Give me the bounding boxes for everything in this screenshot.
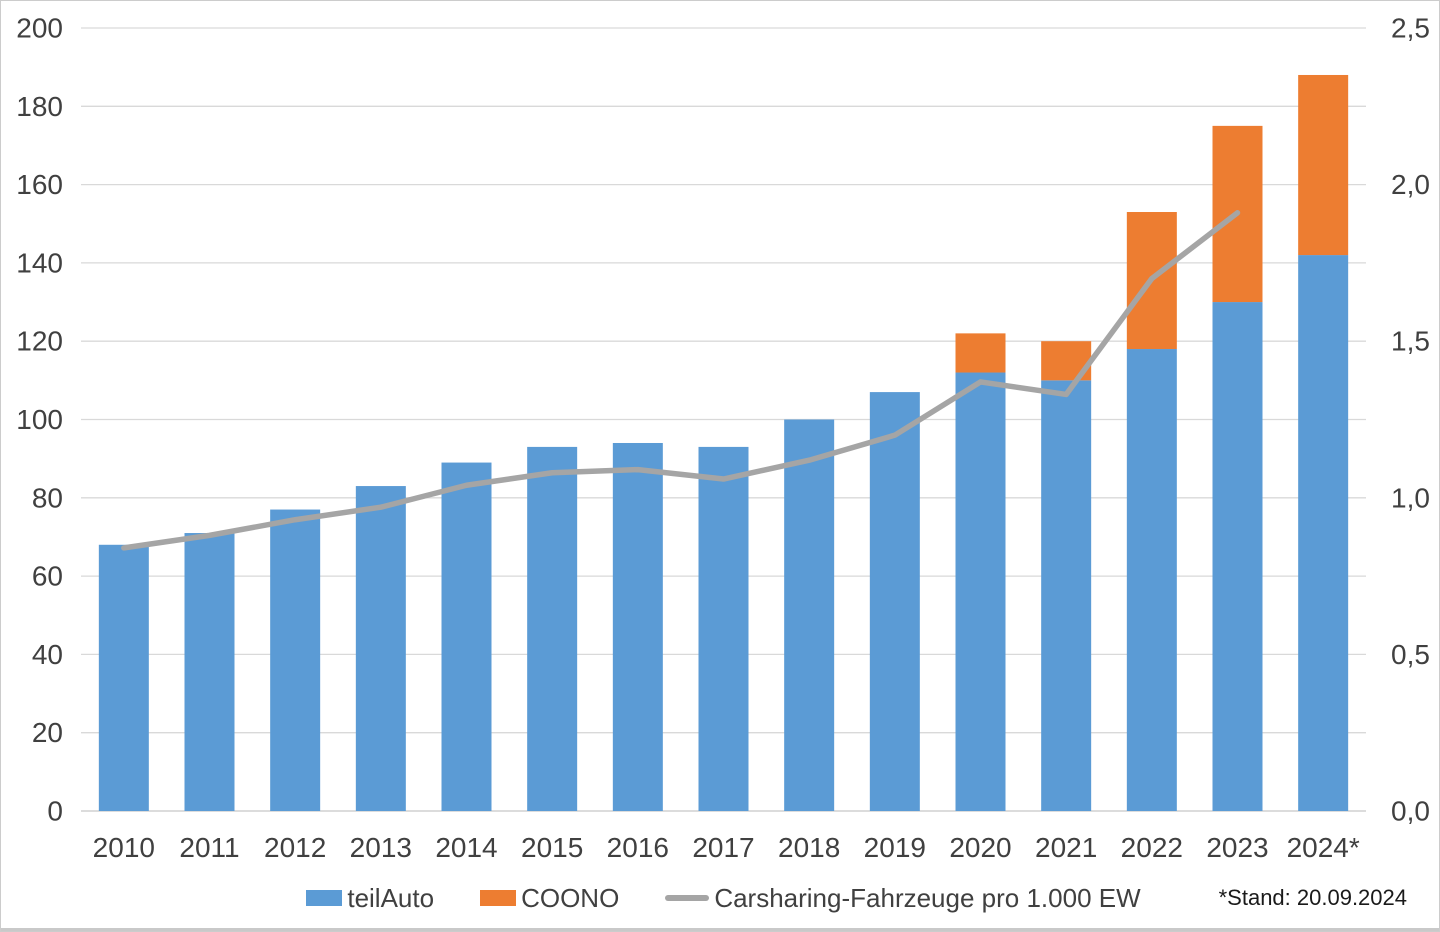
x-axis-label-2012: 2012	[264, 832, 326, 863]
teilauto-bar-2018	[784, 419, 835, 811]
legend-label-line: Carsharing-Fahrzeuge pro 1.000 EW	[714, 883, 1141, 913]
left-axis-label-140: 140	[16, 247, 63, 278]
legend-item-teilauto: teilAuto	[306, 885, 434, 911]
teilauto-bar-2012	[270, 509, 321, 811]
right-axis-label-0,5: 0,5	[1391, 639, 1430, 670]
x-axis-label-2020: 2020	[949, 832, 1011, 863]
teilauto-bar-2021	[1041, 380, 1092, 811]
legend: teilAuto COONO Carsharing-Fahrzeuge pro …	[81, 880, 1366, 916]
teilauto-bar-2013	[355, 486, 406, 811]
x-axis-label-2024: 2024*	[1287, 832, 1360, 863]
left-axis-label-80: 80	[32, 482, 63, 513]
legend-label-coono: COONO	[521, 883, 620, 913]
teilauto-bar-2022	[1126, 349, 1177, 811]
footnote-stand-date: *Stand: 20.09.2024	[1218, 885, 1407, 910]
teilauto-swatch-icon	[306, 890, 343, 906]
teilauto-bar-2014	[441, 462, 492, 811]
right-axis-label-2,0: 2,0	[1391, 169, 1430, 200]
teilauto-bar-2024	[1298, 255, 1349, 811]
left-axis-label-180: 180	[16, 91, 63, 122]
left-axis-label-40: 40	[32, 639, 63, 670]
right-axis-label-0,0: 0,0	[1391, 796, 1430, 827]
bottom-border	[1, 928, 1439, 931]
legend-item-line: Carsharing-Fahrzeuge pro 1.000 EW	[665, 883, 1141, 913]
teilauto-bar-2015	[527, 446, 578, 811]
teilauto-bar-2020	[955, 372, 1006, 811]
x-axis-label-2010: 2010	[93, 832, 155, 863]
right-axis-label-1,0: 1,0	[1391, 482, 1430, 513]
coono-swatch-icon	[480, 890, 517, 906]
left-axis-label-0: 0	[47, 796, 63, 827]
x-axis-label-2011: 2011	[179, 832, 239, 863]
x-axis-label-2021: 2021	[1035, 832, 1097, 863]
right-axis-label-2,5: 2,5	[1391, 13, 1430, 44]
right-axis-label-1,5: 1,5	[1391, 326, 1430, 357]
left-axis-label-160: 160	[16, 169, 63, 200]
teilauto-bar-2017	[698, 446, 749, 811]
x-axis-label-2018: 2018	[778, 832, 840, 863]
legend-item-coono: COONO	[480, 885, 619, 911]
teilauto-bar-2011	[184, 533, 235, 811]
x-axis-label-2022: 2022	[1121, 832, 1183, 863]
legend-label-teilauto: teilAuto	[347, 883, 435, 913]
teilauto-bar-2010	[98, 544, 149, 811]
coono-bar-2020	[955, 333, 1006, 373]
x-axis-label-2019: 2019	[864, 832, 926, 863]
teilauto-bar-2019	[869, 392, 920, 811]
left-axis-label-60: 60	[32, 561, 63, 592]
left-axis-label-100: 100	[16, 404, 63, 435]
x-axis-label-2023: 2023	[1206, 832, 1268, 863]
line-swatch-icon	[665, 895, 710, 901]
left-axis-label-200: 200	[16, 13, 63, 44]
teilauto-bar-2016	[612, 442, 663, 811]
left-axis-label-20: 20	[32, 717, 63, 748]
x-axis-label-2015: 2015	[521, 832, 583, 863]
x-axis-label-2014: 2014	[435, 832, 497, 863]
x-axis-label-2017: 2017	[692, 832, 754, 863]
x-axis-label-2013: 2013	[350, 832, 412, 863]
teilauto-bar-2023	[1212, 302, 1263, 811]
carsharing-per-1000-line	[121, 210, 1241, 551]
coono-bar-2024	[1298, 74, 1349, 256]
left-axis-label-120: 120	[16, 326, 63, 357]
x-axis-label-2016: 2016	[607, 832, 669, 863]
